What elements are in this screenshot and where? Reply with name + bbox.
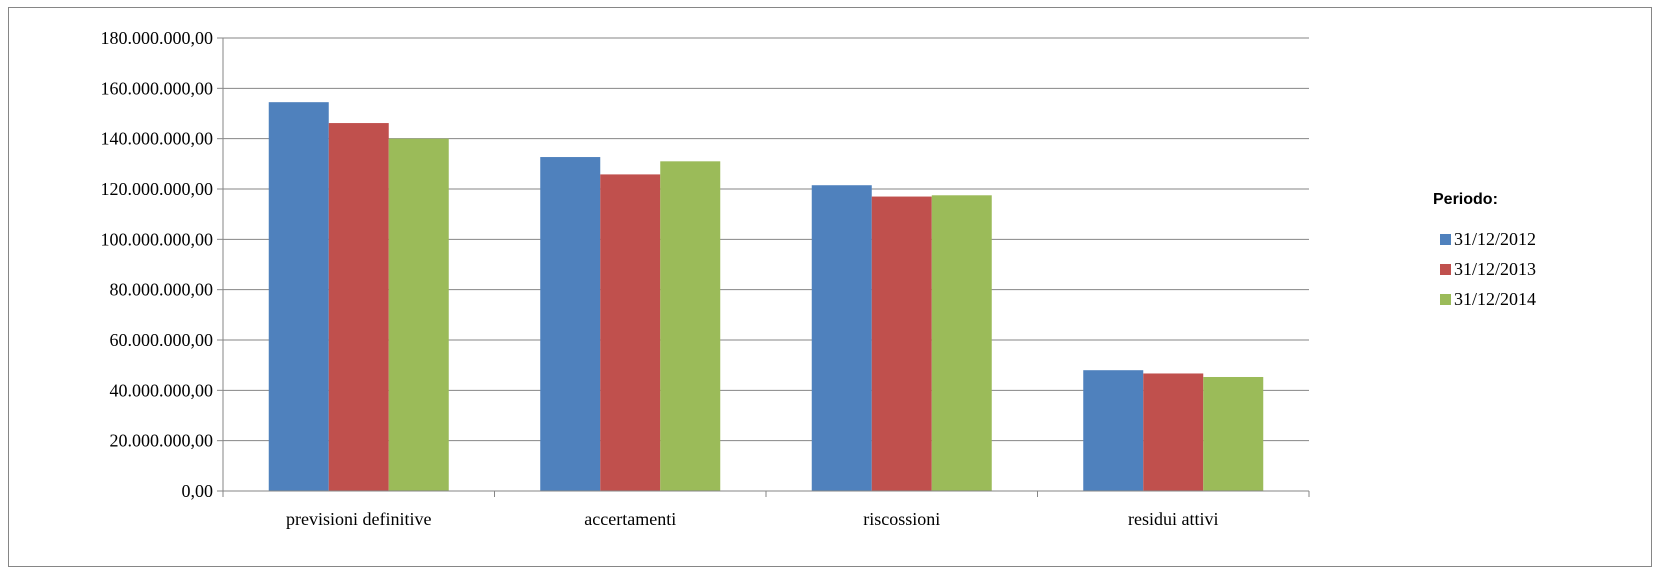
y-tick-label: 140.000.000,00 <box>101 129 214 149</box>
bar-chart: 0,00 20.000.000,00 40.000.000,00 60.000.000… <box>101 28 1537 529</box>
legend-title: Periodo: <box>1433 191 1498 208</box>
bar-31-12-2013 <box>328 123 389 492</box>
bar-31-12-2012 <box>540 157 601 491</box>
chart-frame: 0,00 20.000.000,00 40.000.000,00 60.000.000… <box>8 7 1652 567</box>
y-tick-label: 0,00 <box>182 481 214 501</box>
bar-31-12-2013 <box>600 174 661 492</box>
y-tick-label: 20.000.000,00 <box>110 431 214 451</box>
y-tick-label: 80.000.000,00 <box>110 280 214 300</box>
y-tick-label: 160.000.000,00 <box>101 78 214 98</box>
y-tick-label: 40.000.000,00 <box>110 380 214 400</box>
bar-31-12-2013 <box>871 196 932 492</box>
x-category-label: riscossioni <box>863 509 940 529</box>
bar-31-12-2014 <box>388 138 449 491</box>
bar-31-12-2012 <box>1083 370 1144 491</box>
y-tick-label: 60.000.000,00 <box>110 330 214 350</box>
legend: Periodo: 31/12/2012 31/12/2013 31/12/2014 <box>1433 191 1536 309</box>
y-axis: 0,00 20.000.000,00 40.000.000,00 60.000.000… <box>101 28 224 501</box>
bar-31-12-2014 <box>1203 376 1264 491</box>
x-axis: previsioni definitive accertamenti riscoss… <box>222 490 1310 529</box>
legend-label: 31/12/2012 <box>1454 229 1536 249</box>
y-tick-label: 100.000.000,00 <box>101 229 214 249</box>
legend-swatch <box>1440 294 1451 305</box>
x-category-label: accertamenti <box>584 509 676 529</box>
bar-31-12-2012 <box>811 185 872 491</box>
bar-31-12-2012 <box>268 102 329 492</box>
bar-31-12-2014 <box>660 161 721 492</box>
bar-31-12-2014 <box>931 195 992 491</box>
bar-31-12-2013 <box>1143 373 1204 491</box>
legend-swatch <box>1440 264 1451 275</box>
y-tick-label: 180.000.000,00 <box>101 28 214 48</box>
x-category-label: previsioni definitive <box>286 509 431 529</box>
legend-label: 31/12/2013 <box>1454 259 1536 279</box>
legend-label: 31/12/2014 <box>1454 289 1536 309</box>
bars <box>268 102 1264 492</box>
y-tick-label: 120.000.000,00 <box>101 179 214 199</box>
x-category-label: residui attivi <box>1128 509 1218 529</box>
legend-swatch <box>1440 234 1451 245</box>
